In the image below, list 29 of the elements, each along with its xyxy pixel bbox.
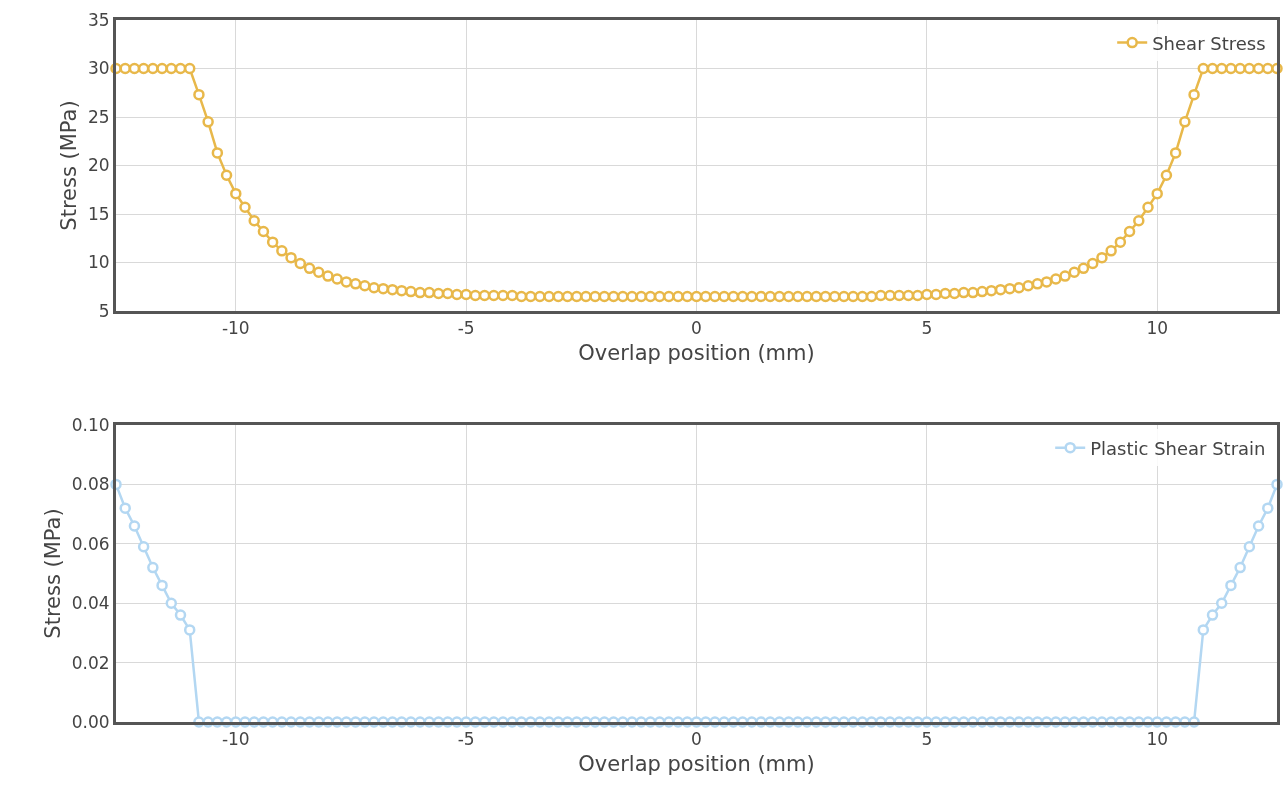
legend-label: Plastic Shear Strain bbox=[1090, 437, 1266, 459]
y-tick-label: 0.08 bbox=[71, 474, 110, 495]
y-tick-label: 0.04 bbox=[71, 593, 110, 614]
y-tick-label: 15 bbox=[87, 203, 110, 224]
y-tick-label: 0.02 bbox=[71, 652, 110, 673]
x-tick-label: 0 bbox=[691, 729, 702, 750]
x-tick-label: -10 bbox=[221, 318, 250, 339]
y-tick-label: 0.10 bbox=[71, 414, 110, 435]
y-tick-label: 0.00 bbox=[71, 711, 110, 732]
y-axis-title: Stress (MPa) bbox=[40, 508, 65, 639]
y-tick-label: 25 bbox=[87, 106, 110, 127]
x-tick-label: -10 bbox=[221, 729, 250, 750]
x-tick-label: 10 bbox=[1146, 318, 1169, 339]
y-tick-label: 20 bbox=[87, 155, 110, 176]
x-tick-label: 0 bbox=[691, 318, 702, 339]
x-axis-title: Overlap position (mm) bbox=[578, 340, 815, 365]
legend-label: Shear Stress bbox=[1152, 32, 1266, 54]
x-tick-label: -5 bbox=[457, 729, 475, 750]
y-tick-label: 10 bbox=[87, 252, 110, 273]
y-tick-label: 30 bbox=[87, 58, 110, 79]
x-tick-label: 10 bbox=[1146, 729, 1169, 750]
y-axis-title: Stress (MPa) bbox=[57, 100, 82, 231]
x-tick-label: -5 bbox=[457, 318, 475, 339]
y-tick-label: 35 bbox=[87, 9, 110, 30]
y-tick-label: 5 bbox=[98, 300, 110, 321]
x-axis-title: Overlap position (mm) bbox=[578, 751, 815, 776]
x-tick-label: 5 bbox=[921, 729, 933, 750]
y-tick-label: 0.06 bbox=[71, 533, 110, 554]
x-tick-label: 5 bbox=[921, 318, 933, 339]
